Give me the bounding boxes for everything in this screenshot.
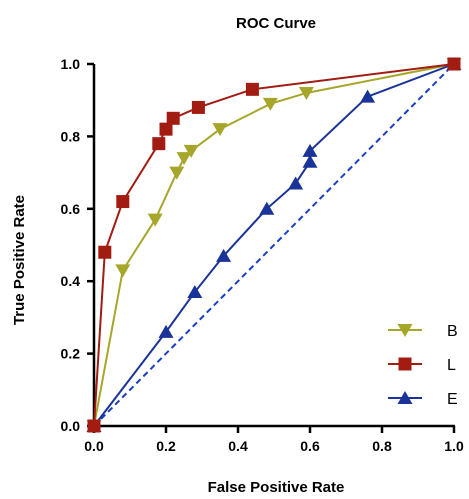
series-b-point	[262, 97, 278, 111]
y-tick-label: 1.0	[61, 56, 81, 72]
series-l-point	[98, 245, 112, 259]
series-l-point	[166, 111, 180, 125]
legend-marker-e	[397, 391, 413, 404]
y-tick-label: 0.6	[61, 201, 81, 217]
series-e-point	[187, 285, 203, 299]
series-e-point	[216, 248, 232, 262]
series-group	[86, 57, 462, 433]
tick-labels: 0.0 0.2 0.4 0.6 0.8 1.0 0.0 0.2 0.4 0.6 0.8 1.0	[61, 56, 464, 454]
series-l-point	[447, 57, 461, 71]
x-tick-label: 0.4	[228, 438, 248, 454]
series-l-point	[152, 137, 166, 151]
series-b-point	[212, 123, 228, 137]
series-e-line	[93, 63, 455, 427]
x-tick-label: 0.2	[156, 438, 176, 454]
x-tick-label: 1.0	[444, 438, 464, 454]
x-tick-label: 0.0	[84, 438, 104, 454]
series-l-point	[159, 122, 173, 136]
legend-item-e: E	[388, 391, 458, 408]
series-l-point	[191, 100, 205, 114]
x-tick-label: 0.8	[372, 438, 392, 454]
series-e-point	[360, 89, 376, 103]
y-tick-label: 0.2	[61, 346, 81, 362]
series-l	[87, 57, 461, 433]
y-tick-label: 0.4	[61, 273, 81, 289]
series-b-point	[147, 213, 163, 227]
x-axis-label: False Positive Rate	[208, 479, 345, 496]
axes	[87, 62, 456, 433]
legend-marker-l	[398, 357, 412, 371]
series-e-point	[259, 201, 275, 215]
series-b-point	[169, 166, 185, 180]
series-l-point	[87, 419, 101, 433]
x-tick-label: 0.6	[300, 438, 320, 454]
series-b-point	[115, 264, 131, 278]
series-b-point	[176, 152, 192, 166]
series-e-point	[302, 143, 318, 157]
legend-label-e: E	[447, 391, 458, 408]
legend-label-l: L	[447, 357, 456, 374]
chart-title: ROC Curve	[236, 15, 316, 32]
reference-diagonal-line	[93, 63, 455, 427]
series-e-point	[158, 324, 174, 338]
legend-label-b: B	[447, 323, 458, 340]
y-axis-label: True Positive Rate	[11, 195, 28, 325]
series-e-point	[288, 176, 304, 190]
series-e-point	[302, 154, 318, 168]
series-l-point	[116, 195, 130, 209]
y-tick-label: 0.8	[61, 128, 81, 144]
legend-item-l: L	[388, 357, 456, 374]
legend: BLE	[388, 323, 458, 408]
series-l-point	[245, 82, 259, 96]
legend-marker-b	[397, 324, 413, 337]
y-tick-label: 0.0	[61, 418, 81, 434]
legend-item-b: B	[388, 323, 458, 340]
series-b-point	[298, 86, 314, 100]
series-b-point	[183, 144, 199, 158]
